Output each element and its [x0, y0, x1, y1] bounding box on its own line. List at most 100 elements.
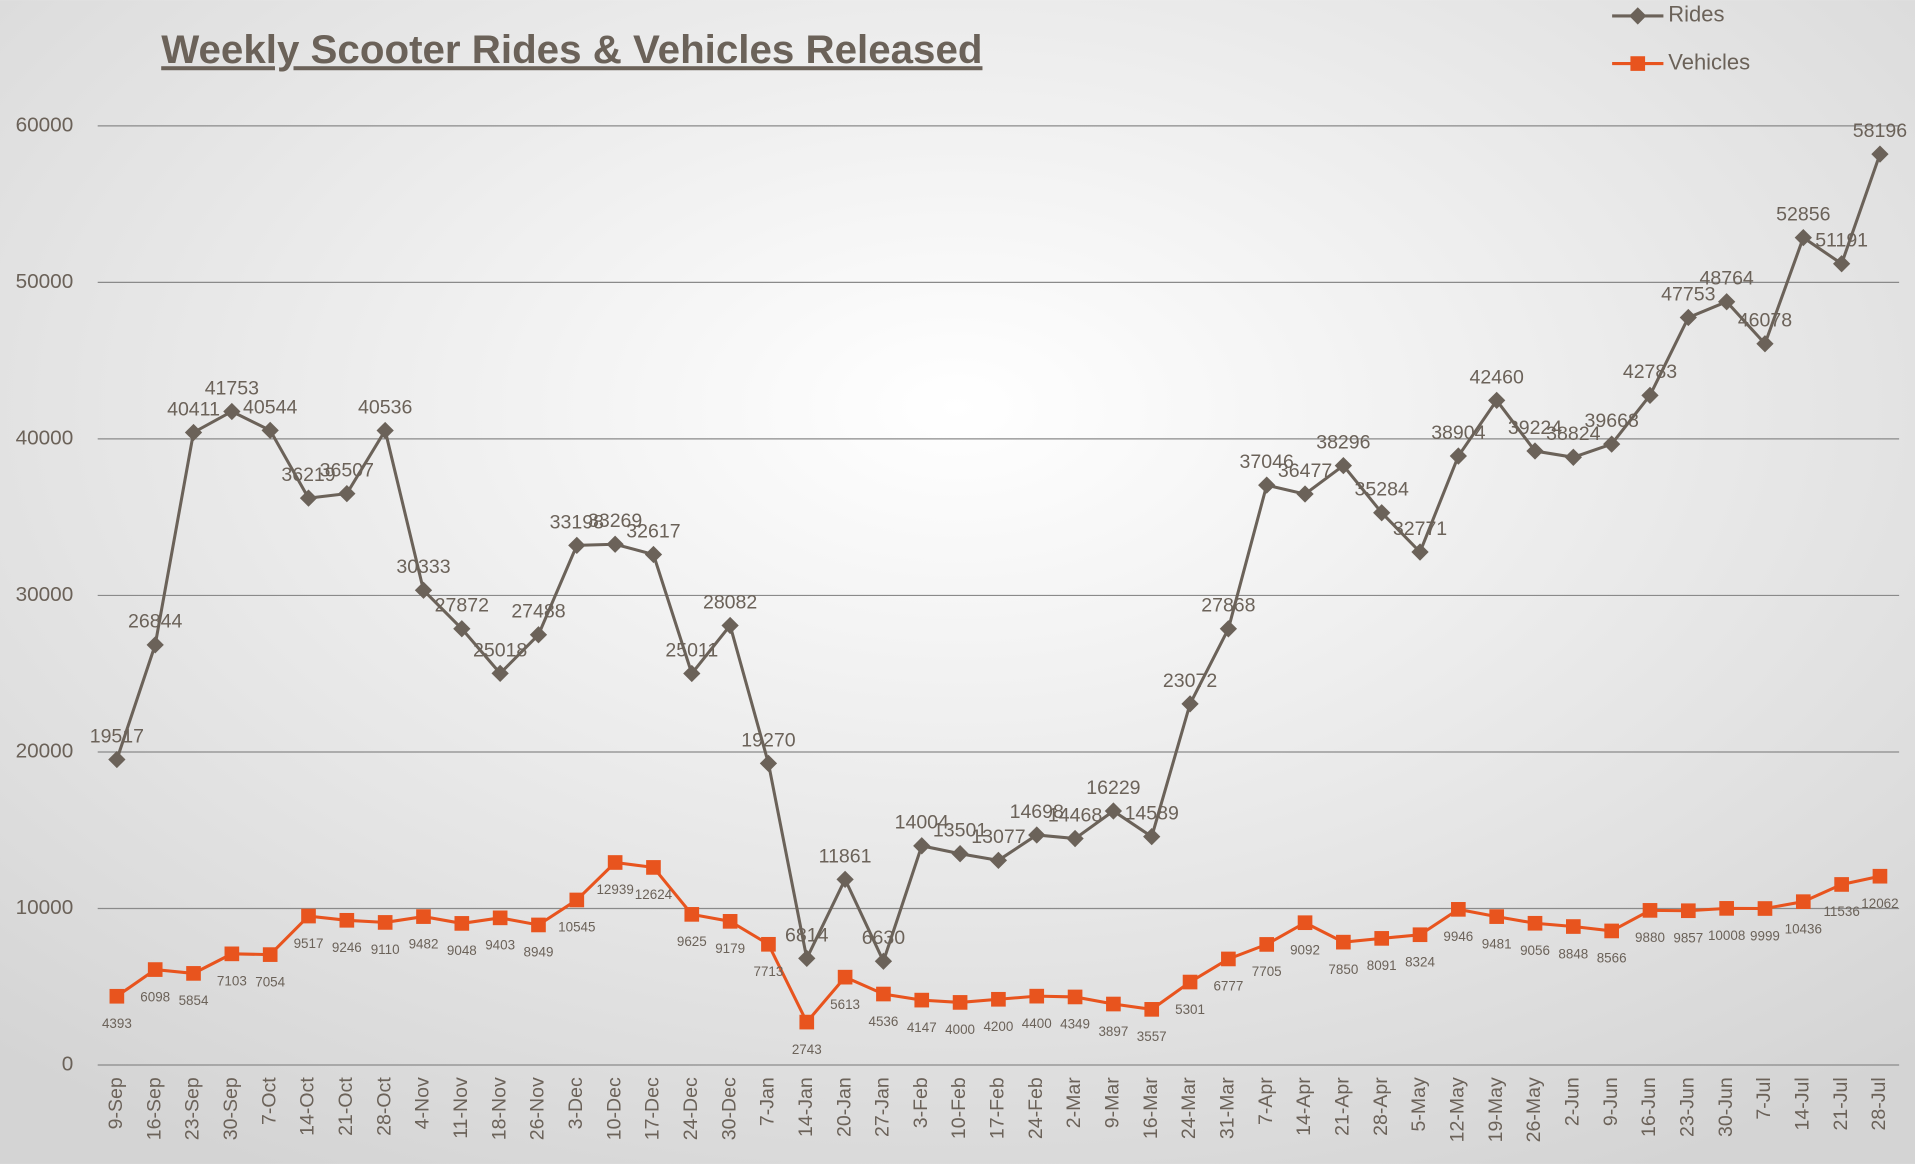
- marker: [1066, 829, 1084, 848]
- legend-label: Rides: [1668, 2, 1724, 27]
- marker: [568, 536, 586, 555]
- data-label: 6098: [140, 989, 170, 1004]
- x-tick-label: 26-May: [1523, 1077, 1545, 1142]
- marker: [683, 664, 701, 683]
- data-label: 9056: [1520, 943, 1550, 958]
- marker: [1488, 391, 1506, 410]
- x-tick-label: 24-Feb: [1025, 1077, 1047, 1139]
- data-label: 36219: [281, 464, 335, 486]
- data-label: 4536: [868, 1014, 898, 1029]
- x-tick-label: 3-Dec: [565, 1077, 587, 1129]
- marker: [224, 946, 240, 962]
- data-label: 46078: [1738, 310, 1792, 332]
- data-label: 5301: [1175, 1002, 1205, 1017]
- marker: [1144, 1002, 1160, 1017]
- data-label: 32617: [626, 520, 680, 542]
- marker: [799, 1014, 815, 1030]
- data-label: 30333: [396, 556, 450, 578]
- x-tick-label: 10-Dec: [603, 1077, 625, 1140]
- data-label: 9179: [715, 941, 745, 956]
- data-label: 11861: [819, 845, 872, 867]
- marker: [146, 636, 164, 654]
- marker: [529, 626, 548, 644]
- data-label: 7713: [754, 964, 784, 979]
- marker: [989, 851, 1008, 869]
- legend-marker: [1630, 56, 1646, 71]
- x-tick-label: 19-May: [1485, 1077, 1507, 1142]
- x-tick-label: 9-Mar: [1102, 1077, 1124, 1128]
- data-label: 4400: [1022, 1016, 1052, 1031]
- data-label: 36507: [320, 459, 374, 481]
- marker: [1296, 485, 1314, 503]
- data-label: 9110: [371, 942, 400, 957]
- marker: [262, 947, 278, 962]
- data-label: 51191: [1815, 230, 1868, 252]
- data-label: 37046: [1240, 451, 1294, 473]
- data-label: 35284: [1355, 479, 1409, 501]
- marker: [339, 912, 355, 928]
- marker: [1756, 335, 1774, 353]
- marker: [491, 664, 509, 683]
- data-label: 10545: [558, 920, 595, 935]
- marker: [1182, 974, 1198, 990]
- marker: [1794, 229, 1812, 247]
- marker: [684, 907, 700, 922]
- x-tick-label: 12-May: [1447, 1077, 1469, 1142]
- x-tick-label: 21-Jul: [1830, 1077, 1852, 1130]
- data-label: 9517: [294, 936, 324, 951]
- marker: [1106, 996, 1121, 1012]
- y-tick-label: 10000: [16, 896, 74, 919]
- marker: [1604, 923, 1619, 939]
- x-tick-label: 31-Mar: [1217, 1077, 1239, 1139]
- marker: [1834, 877, 1849, 892]
- data-label: 14698: [1010, 801, 1064, 823]
- data-label: 7850: [1328, 962, 1358, 977]
- marker: [454, 916, 470, 931]
- data-label: 40544: [243, 396, 297, 418]
- marker: [952, 995, 968, 1010]
- x-tick-label: 14-Jan: [795, 1077, 817, 1137]
- chart-title: Weekly Scooter Rides & Vehicles Released: [161, 27, 982, 72]
- data-label: 3557: [1137, 1029, 1167, 1044]
- data-label: 10436: [1785, 921, 1822, 936]
- x-tick-label: 5-May: [1408, 1077, 1430, 1131]
- data-label: 16229: [1086, 777, 1140, 799]
- data-label: 4000: [945, 1022, 975, 1037]
- marker: [991, 991, 1006, 1007]
- marker: [414, 581, 433, 599]
- y-tick-label: 20000: [16, 739, 74, 762]
- x-tick-label: 27-Jan: [872, 1077, 894, 1137]
- marker: [1451, 902, 1466, 917]
- marker: [607, 855, 623, 870]
- marker: [1259, 937, 1275, 952]
- marker: [1104, 802, 1123, 820]
- marker: [1642, 903, 1658, 918]
- marker: [186, 966, 201, 981]
- marker: [301, 908, 316, 924]
- x-tick-label: 14-Jul: [1791, 1077, 1813, 1130]
- x-tick-label: 28-Oct: [373, 1077, 395, 1136]
- x-tick-label: 14-Oct: [297, 1077, 319, 1136]
- data-label: 7054: [255, 974, 285, 989]
- x-tick-label: 16-Sep: [143, 1077, 165, 1140]
- marker: [1680, 903, 1696, 919]
- marker: [1334, 456, 1353, 475]
- data-label: 27488: [511, 601, 565, 623]
- data-label: 33269: [588, 510, 642, 532]
- data-label: 3897: [1098, 1024, 1128, 1039]
- data-label: 12062: [1861, 896, 1898, 911]
- data-label: 27872: [435, 595, 489, 617]
- marker: [836, 870, 854, 889]
- x-tick-label: 16-Jun: [1638, 1077, 1660, 1137]
- data-label: 9946: [1443, 929, 1473, 944]
- marker: [1757, 901, 1773, 916]
- data-label: 12939: [596, 882, 633, 897]
- data-label: 36477: [1278, 460, 1332, 482]
- x-tick-label: 23-Sep: [182, 1077, 204, 1140]
- data-label: 42783: [1623, 361, 1677, 383]
- marker: [1872, 868, 1888, 884]
- data-label: 25011: [665, 639, 718, 661]
- marker: [644, 545, 663, 564]
- marker: [876, 986, 891, 1002]
- x-tick-label: 2-Mar: [1063, 1077, 1085, 1128]
